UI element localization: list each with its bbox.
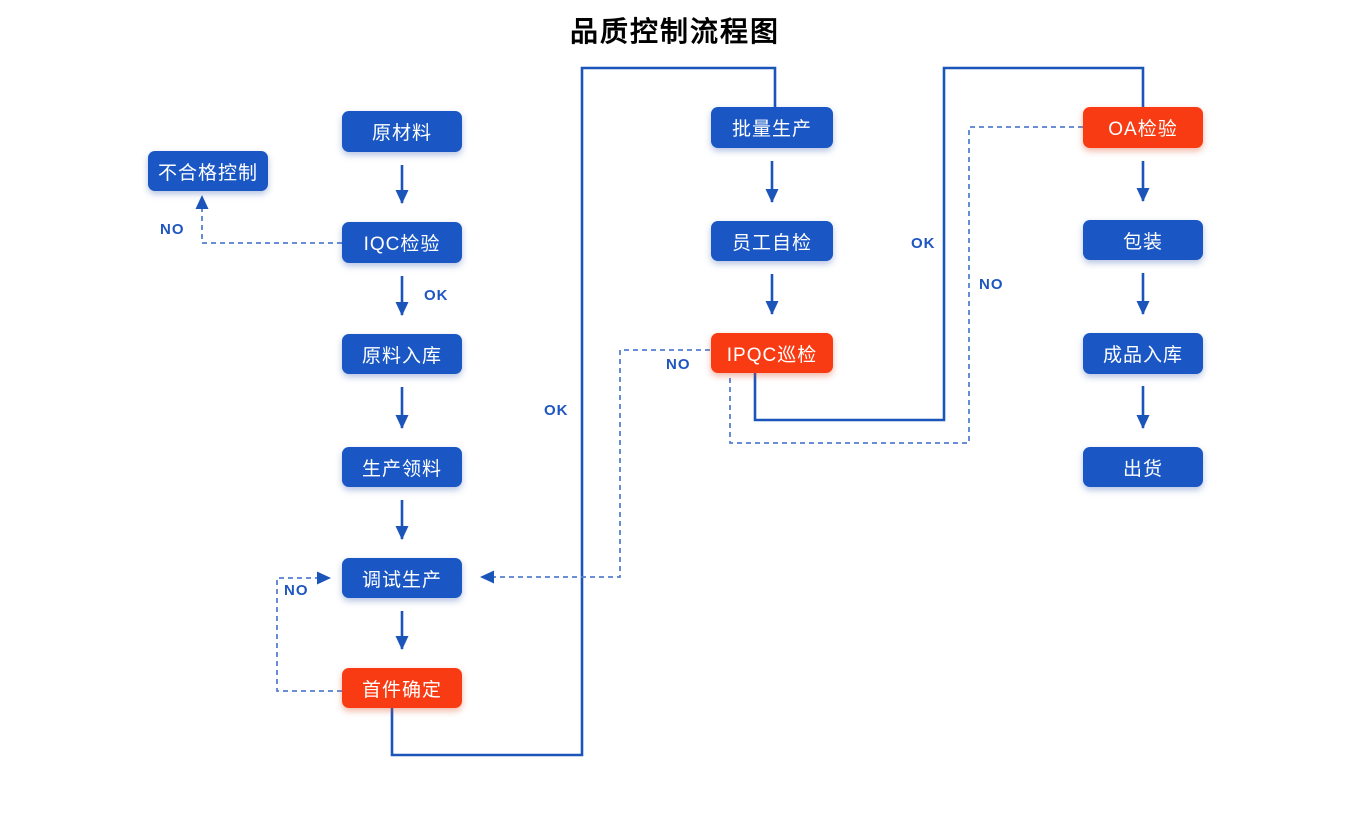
node-label: 出货 bbox=[1122, 458, 1163, 480]
edge-label-iqc-fail: NO bbox=[160, 221, 185, 238]
node-packaging: 包装 bbox=[1083, 220, 1203, 260]
edge-ipqc-to-oa bbox=[753, 66, 1145, 422]
edge-first-article-to-batch bbox=[390, 66, 777, 757]
node-production-picking: 生产领料 bbox=[342, 447, 462, 487]
node-raw-material: 原材料 bbox=[342, 111, 462, 152]
edge-label-first-article-pass: OK bbox=[544, 402, 569, 419]
node-finished-goods-storage: 成品入库 bbox=[1083, 333, 1203, 374]
node-label: IPQC巡检 bbox=[726, 344, 818, 366]
node-oa-inspection: OA检验 bbox=[1083, 107, 1203, 148]
node-batch-production: 批量生产 bbox=[711, 107, 833, 148]
node-employee-self-check: 员工自检 bbox=[711, 221, 833, 261]
page-title: 品质控制流程图 bbox=[569, 17, 780, 48]
node-nonconforming-control: 不合格控制 bbox=[148, 151, 268, 191]
node-label: OA检验 bbox=[1108, 119, 1178, 140]
edge-label-ipqc-fail: NO bbox=[666, 356, 691, 373]
node-label: 原料入库 bbox=[361, 345, 442, 367]
node-label: 员工自检 bbox=[731, 232, 812, 254]
node-first-article-confirm: 首件确定 bbox=[342, 668, 462, 708]
edge-first-article-to-trial-loop bbox=[276, 571, 342, 692]
edge-ipqc-to-trial-loop bbox=[480, 349, 710, 584]
edge-oa-to-ipqc-loop bbox=[729, 126, 1083, 444]
edge-label-oa-fail: NO bbox=[979, 276, 1004, 293]
node-label: 原材料 bbox=[371, 123, 432, 144]
edge-label-first-article-fail: NO bbox=[284, 582, 309, 599]
node-label: 首件确定 bbox=[361, 679, 442, 701]
node-shipment: 出货 bbox=[1083, 447, 1203, 487]
node-ipqc-patrol: IPQC巡检 bbox=[711, 333, 833, 373]
node-label: 调试生产 bbox=[361, 569, 442, 591]
edge-label-ipqc-pass: OK bbox=[911, 235, 936, 252]
node-label: 不合格控制 bbox=[157, 162, 258, 184]
node-label: 成品入库 bbox=[1102, 345, 1183, 366]
node-raw-material-storage: 原料入库 bbox=[342, 334, 462, 374]
node-iqc-inspection: IQC检验 bbox=[342, 222, 462, 263]
node-label: IQC检验 bbox=[363, 234, 441, 255]
edge-iqc-to-nonconforming bbox=[195, 195, 342, 244]
node-label: 批量生产 bbox=[731, 119, 812, 140]
node-label: 包装 bbox=[1122, 231, 1163, 253]
node-label: 生产领料 bbox=[361, 458, 442, 480]
edge-label-iqc-pass: OK bbox=[424, 287, 449, 304]
node-trial-production: 调试生产 bbox=[342, 558, 462, 598]
